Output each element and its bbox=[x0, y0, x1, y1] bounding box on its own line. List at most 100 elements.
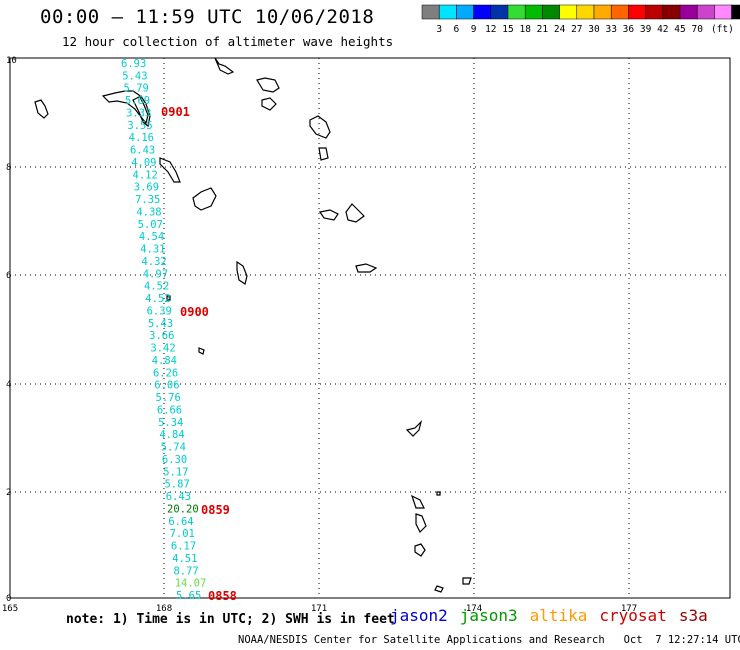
island bbox=[256, 77, 280, 93]
color-scale-label: 30 bbox=[588, 24, 600, 35]
island bbox=[132, 95, 151, 128]
wave-height-value: 5.07 bbox=[138, 219, 163, 231]
satellite-jason3: jason3 bbox=[459, 606, 518, 625]
color-scale-label: 24 bbox=[554, 24, 566, 35]
color-scale-label: 45 bbox=[674, 24, 685, 35]
island bbox=[34, 99, 49, 119]
color-scale-label: (ft) bbox=[711, 24, 734, 35]
wave-height-value: 6.06 bbox=[154, 380, 179, 392]
wave-height-value: 5.65 bbox=[176, 590, 201, 602]
island bbox=[214, 57, 235, 75]
wave-height-value: 14.07 bbox=[175, 578, 207, 590]
wave-height-value: 3.69 bbox=[134, 182, 159, 194]
wave-height-value: 3.42 bbox=[150, 343, 175, 355]
wave-height-value: 7.35 bbox=[135, 194, 160, 206]
wave-height-value: 5.87 bbox=[164, 479, 189, 491]
wave-height-value: 5.79 bbox=[124, 83, 149, 95]
color-swatch bbox=[731, 4, 740, 20]
island bbox=[415, 513, 427, 534]
island bbox=[318, 147, 329, 161]
wave-height-value: 4.52 bbox=[145, 293, 170, 305]
wave-height-value: 5.43 bbox=[148, 318, 173, 330]
color-scale-label: 70 bbox=[691, 24, 703, 35]
wave-height-value: 6.93 bbox=[121, 58, 146, 70]
y-tick-label: 8 bbox=[6, 163, 11, 173]
island bbox=[345, 203, 365, 223]
wave-height-value: 6.43 bbox=[130, 145, 155, 157]
color-scale-label: 39 bbox=[640, 24, 652, 35]
wave-height-value: 6.17 bbox=[171, 541, 196, 553]
color-scale-label: 21 bbox=[537, 24, 549, 35]
wave-height-value: 6.64 bbox=[168, 516, 193, 528]
island bbox=[355, 263, 378, 273]
satellite-s3a: s3a bbox=[678, 606, 708, 625]
color-scale-label: 36 bbox=[623, 24, 635, 35]
y-tick-label: 0 bbox=[6, 594, 11, 604]
wave-height-value: 4.84 bbox=[159, 429, 184, 441]
wave-height-value: 6.26 bbox=[153, 367, 178, 379]
wave-height-value: 6.43 bbox=[166, 491, 191, 503]
island bbox=[462, 577, 472, 585]
wave-height-value: 5.34 bbox=[158, 417, 183, 429]
y-tick-label: 6 bbox=[6, 271, 11, 281]
track-time-label: 0859 bbox=[201, 503, 230, 517]
grid bbox=[10, 58, 730, 598]
x-tick-label: 171 bbox=[311, 604, 327, 614]
island bbox=[198, 347, 205, 355]
satellite-altika: altika bbox=[529, 606, 588, 625]
island bbox=[436, 491, 441, 496]
color-scale-label: 3 bbox=[436, 24, 442, 35]
wave-height-value: 4.12 bbox=[133, 169, 158, 181]
island bbox=[319, 209, 339, 221]
color-scale-legend: 3 6 9 12 15 18 21 24 27 30 33 36 39 42 45 70 (ft) bbox=[421, 4, 740, 35]
x-tick-label: 174 bbox=[466, 604, 482, 614]
x-tick-label: 177 bbox=[621, 604, 637, 614]
island bbox=[405, 420, 423, 437]
wave-height-value: 20.20 bbox=[167, 503, 199, 515]
island bbox=[159, 157, 181, 183]
x-tick-labels: 165 168 171 174 177 bbox=[2, 604, 637, 614]
wave-height-value: 5.43 bbox=[122, 70, 147, 82]
y-tick-label: 4 bbox=[6, 380, 11, 390]
wave-height-value: 4.97 bbox=[143, 268, 168, 280]
map-frame bbox=[9, 57, 731, 599]
wave-height-labels: 6.935.435.795.693.333.554.166.434.094.12… bbox=[121, 58, 206, 602]
color-scale-label: 12 bbox=[485, 24, 496, 35]
color-scale-label: 18 bbox=[519, 24, 531, 35]
note-text: note: 1) Time is in UTC; 2) SWH is in fe… bbox=[66, 612, 395, 627]
y-tick-label: 2 bbox=[6, 488, 11, 498]
color-scale-label: 42 bbox=[657, 24, 668, 35]
island bbox=[434, 585, 444, 593]
map-title: 00:00 – 11:59 UTC 10/06/2018 bbox=[40, 6, 375, 28]
wave-height-value: 4.38 bbox=[136, 206, 161, 218]
color-scale-label: 15 bbox=[502, 24, 513, 35]
wave-height-value: 4.32 bbox=[141, 256, 166, 268]
wave-height-value: 4.09 bbox=[131, 157, 156, 169]
map-subtitle: 12 hour collection of altimeter wave hei… bbox=[62, 34, 394, 49]
color-scale-label: 6 bbox=[454, 24, 460, 35]
island bbox=[236, 260, 248, 285]
wave-height-value: 4.84 bbox=[152, 355, 177, 367]
island bbox=[261, 97, 277, 111]
wave-height-value: 6.30 bbox=[162, 454, 187, 466]
y-tick-label: 10 bbox=[6, 56, 17, 66]
coastlines bbox=[34, 57, 472, 593]
wave-height-value: 4.54 bbox=[139, 231, 164, 243]
wave-height-value: 8.77 bbox=[173, 565, 198, 577]
track-time-labels: 0901 0900 0859 0858 bbox=[161, 105, 237, 603]
island bbox=[414, 543, 426, 557]
wave-height-value: 3.33 bbox=[126, 107, 151, 119]
wave-height-value: 7.01 bbox=[170, 528, 195, 540]
x-tick-label: 165 bbox=[2, 604, 18, 614]
wave-height-value: 5.69 bbox=[125, 95, 150, 107]
island bbox=[192, 187, 217, 211]
x-tick-label: 168 bbox=[156, 604, 172, 614]
track-time-label: 0901 bbox=[161, 105, 190, 119]
wave-height-value: 6.39 bbox=[147, 305, 172, 317]
wave-height-value: 4.51 bbox=[172, 553, 197, 565]
color-scale-label: 9 bbox=[471, 24, 477, 35]
satellite-jason2: jason2 bbox=[390, 606, 448, 625]
wave-height-value: 3.66 bbox=[149, 330, 174, 342]
island bbox=[410, 494, 425, 509]
color-scale-label: 33 bbox=[605, 24, 616, 35]
